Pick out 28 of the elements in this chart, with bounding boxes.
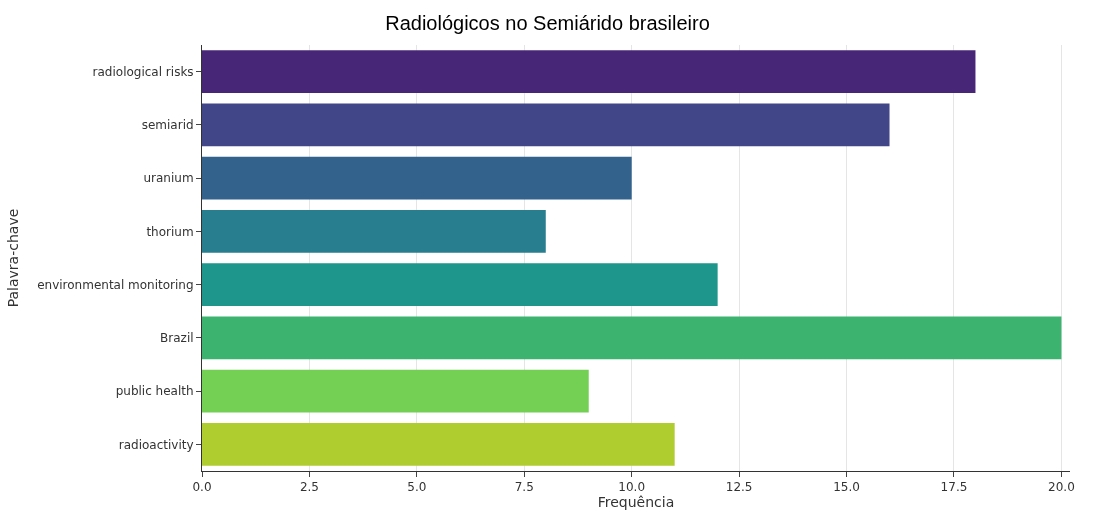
bar	[202, 263, 718, 306]
y-tick-label: radiological risks	[92, 64, 194, 79]
bar	[202, 423, 675, 466]
bar	[202, 103, 890, 147]
x-axis-title: Frequência	[597, 494, 675, 511]
x-tick-label: 17.5	[940, 480, 968, 495]
x-tick-label: 10.0	[618, 480, 646, 495]
bar	[202, 210, 546, 253]
x-tick-label: 15.0	[833, 480, 860, 495]
x-tick-label: 12.5	[725, 480, 753, 495]
x-tick-label: 5.0	[407, 480, 427, 495]
bar	[202, 50, 976, 93]
y-tick-label: semiarid	[141, 118, 194, 133]
y-tick-label: uranium	[143, 171, 194, 186]
x-tick-label: 20.0	[1048, 480, 1075, 495]
bar	[202, 156, 632, 200]
x-tick-label: 2.5	[299, 480, 319, 495]
y-tick-label: thorium	[146, 224, 194, 239]
y-tick-label: public health	[115, 384, 194, 399]
y-tick-label: environmental monitoring	[37, 277, 194, 292]
bar	[202, 369, 589, 413]
x-tick-label: 0.0	[192, 480, 212, 495]
y-axis-title: Palavra-chave	[4, 208, 21, 308]
x-tick-label: 7.5	[514, 480, 534, 495]
bar	[202, 316, 1062, 360]
y-tick-label: radioactivity	[118, 437, 194, 452]
chart-title: Radiológicos no Semiárido brasileiro	[385, 11, 710, 34]
y-tick-label: Brazil	[160, 331, 194, 346]
